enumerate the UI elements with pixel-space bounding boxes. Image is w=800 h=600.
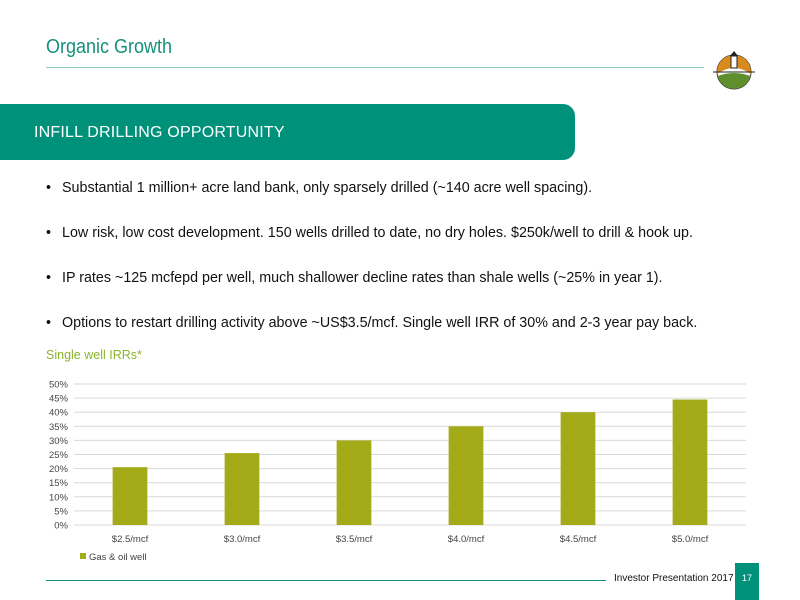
y-tick-label: 30% — [49, 436, 69, 447]
bullet-dot: • — [46, 225, 52, 241]
y-tick-label: 5% — [54, 506, 68, 517]
y-tick-label: 10% — [49, 492, 69, 503]
chart-title: Single well IRRs* — [46, 348, 142, 362]
legend-swatch — [80, 553, 86, 560]
x-tick-label: $5.0/mcf — [672, 534, 709, 545]
section-banner: INFILL DRILLING OPPORTUNITY — [0, 104, 575, 160]
irr-bar-chart: 0% 5% 10% 15% 20% 25% 30% 35% 40% 45% 50% $2.5/mcf $… — [49, 380, 746, 545]
y-tick-label: 50% — [49, 380, 69, 391]
bullet-dot: • — [46, 315, 52, 331]
y-tick-label: 20% — [49, 464, 69, 475]
bullet-item: • Options to restart drilling activity ab… — [46, 313, 776, 358]
footer-divider — [46, 580, 606, 581]
title-divider — [46, 67, 704, 68]
y-tick-label: 0% — [54, 521, 68, 532]
x-tick-label: $4.0/mcf — [448, 534, 485, 545]
bullet-item: • IP rates ~125 mcfepd per well, much sha… — [46, 268, 776, 313]
bullet-dot: • — [46, 180, 52, 196]
x-tick-label: $3.5/mcf — [336, 534, 373, 545]
chart-legend: Gas & oil well — [80, 552, 147, 563]
footer-text: Investor Presentation 2017 — [614, 573, 734, 584]
bar — [112, 467, 148, 525]
section-banner-text: INFILL DRILLING OPPORTUNITY — [34, 124, 285, 141]
bullet-item: • Substantial 1 million+ acre land bank, … — [46, 178, 776, 223]
legend-label: Gas & oil well — [89, 552, 147, 563]
bullet-text: IP rates ~125 mcfepd per well, much shal… — [62, 270, 663, 286]
bar — [560, 412, 596, 525]
page-title: Organic Growth — [46, 36, 173, 58]
y-tick-label: 35% — [49, 422, 69, 433]
y-tick-label: 40% — [49, 408, 69, 419]
y-tick-label: 45% — [49, 394, 69, 405]
bar — [448, 426, 484, 525]
bullet-list: • Substantial 1 million+ acre land bank, … — [46, 178, 776, 358]
bullet-item: • Low risk, low cost development. 150 wel… — [46, 223, 776, 268]
y-tick-label: 25% — [49, 450, 69, 461]
bar — [672, 399, 708, 525]
y-tick-label: 15% — [49, 478, 69, 489]
bullet-dot: • — [46, 270, 52, 286]
bullet-text: Substantial 1 million+ acre land bank, o… — [62, 180, 593, 196]
bar — [336, 440, 372, 525]
page-number: 17 — [735, 563, 759, 600]
x-tick-label: $4.5/mcf — [560, 534, 597, 545]
bullet-text: Options to restart drilling activity abo… — [62, 315, 698, 331]
bar — [224, 453, 260, 525]
bullet-text: Low risk, low cost development. 150 well… — [62, 225, 693, 241]
x-tick-label: $2.5/mcf — [112, 534, 149, 545]
x-tick-label: $3.0/mcf — [224, 534, 261, 545]
company-logo-icon — [713, 51, 755, 90]
